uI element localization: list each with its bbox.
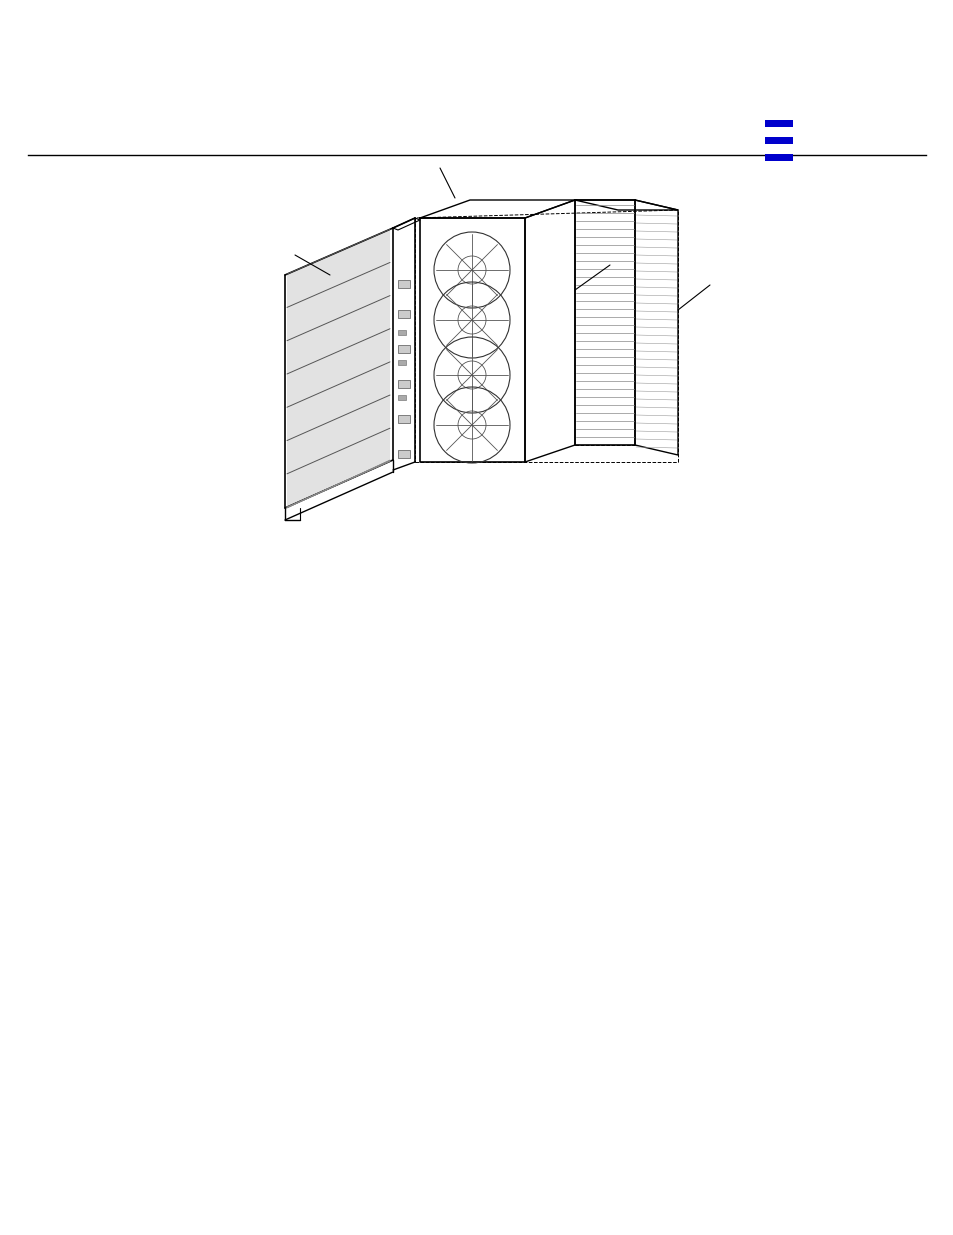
Bar bbox=[397, 280, 410, 288]
Bar bbox=[764, 120, 792, 127]
Bar bbox=[397, 380, 410, 388]
Polygon shape bbox=[287, 429, 390, 508]
Bar bbox=[397, 450, 410, 458]
Bar bbox=[397, 310, 410, 317]
Bar bbox=[764, 137, 792, 144]
Polygon shape bbox=[287, 295, 390, 374]
Polygon shape bbox=[287, 263, 390, 341]
Polygon shape bbox=[287, 395, 390, 474]
Polygon shape bbox=[287, 230, 390, 308]
Bar bbox=[397, 415, 410, 424]
Bar bbox=[397, 345, 410, 353]
Bar bbox=[764, 154, 792, 161]
Polygon shape bbox=[287, 362, 390, 441]
Bar bbox=[397, 330, 406, 335]
Bar bbox=[397, 395, 406, 400]
Bar bbox=[397, 359, 406, 366]
Polygon shape bbox=[287, 329, 390, 408]
